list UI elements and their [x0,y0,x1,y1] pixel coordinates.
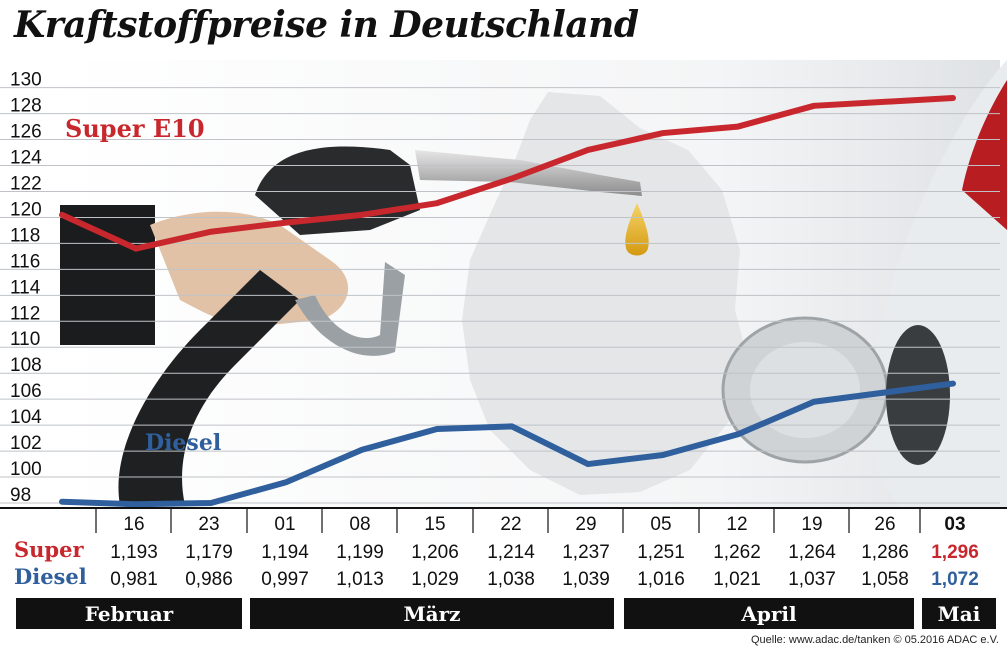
diesel-price-label: 0,997 [261,569,309,590]
fuel-drop-icon [625,203,649,256]
y-tick-label: 114 [10,277,41,298]
series-line-diesel [59,380,956,508]
legend-super-e10: Super E10 [65,114,205,143]
diesel-price-label: 0,986 [185,569,233,590]
gridlines [0,87,1000,504]
month-bar-märz: März [250,598,614,629]
diesel-price-label: 1,029 [411,569,459,590]
diesel-price-label: 1,039 [562,569,610,590]
y-tick-label: 98 [10,485,31,506]
value-table: 16 23 01 08 15 22 29 05 12 19 26 03 1,193 1,179 1,194 1… [110,514,979,590]
y-tick-label: 122 [10,173,42,194]
diesel-price-label: 1,013 [336,569,384,590]
row-label-super: Super [14,537,84,562]
tail-light [962,80,1007,230]
y-tick-label: 100 [10,459,42,480]
x-tick-label: 26 [874,514,895,535]
diesel-price-label: 1,037 [788,569,836,590]
super-price-label: 1,214 [487,542,535,563]
x-tick-label: 23 [198,514,219,535]
x-tick-label: 16 [123,514,144,535]
x-tick-label: 22 [500,514,521,535]
diesel-price-label: 1,072 [931,569,979,590]
super-price-label: 1,251 [637,542,685,563]
y-tick-label: 118 [10,225,40,246]
y-tick-label: 110 [10,329,40,350]
super-price-label: 1,194 [261,542,309,563]
super-price-label: 1,296 [931,542,979,563]
chart-title: Kraftstoffpreise in Deutschland [14,4,639,46]
germany-map-silhouette [462,92,748,495]
x-tick-label: 12 [726,514,747,535]
fuel-filler-neck [886,325,950,465]
diesel-price-label: 1,038 [487,569,535,590]
y-tick-label: 102 [10,433,42,454]
y-tick-label: 106 [10,381,42,402]
month-bar-februar: Februar [16,598,242,629]
super-price-label: 1,264 [788,542,836,563]
super-price-label: 1,199 [336,542,384,563]
y-tick-label: 112 [10,303,40,324]
super-price-label: 1,206 [411,542,459,563]
x-tick-label: 15 [424,514,445,535]
diesel-price-label: 1,021 [713,569,761,590]
y-tick-label: 130 [10,70,42,91]
series-lines [59,95,956,508]
y-tick-label: 108 [10,355,42,376]
x-tick-label: 01 [274,514,295,535]
y-tick-label: 104 [10,407,42,428]
diesel-price-label: 0,981 [110,569,158,590]
source-credit: Quelle: www.adac.de/tanken © 05.2016 ADA… [750,634,999,646]
legend-diesel: Diesel [145,430,221,456]
y-tick-label: 116 [10,251,40,272]
row-label-diesel: Diesel [14,564,87,589]
y-tick-label: 120 [10,199,42,220]
super-price-label: 1,237 [562,542,610,563]
super-price-label: 1,262 [713,542,761,563]
diesel-price-label: 1,058 [861,569,909,590]
x-tick-label: 03 [944,514,965,535]
super-price-label: 1,179 [185,542,233,563]
diesel-price-label: 1,016 [637,569,685,590]
y-tick-label: 124 [10,148,42,169]
table-column-dividers [95,509,921,533]
background-illustration [60,60,1007,508]
x-tick-label: 05 [650,514,671,535]
x-tick-label: 19 [801,514,822,535]
month-bar-april: April [624,598,914,629]
y-tick-label: 126 [10,122,42,143]
y-tick-label: 128 [10,96,42,117]
month-bar-mai: Mai [922,598,996,629]
super-price-label: 1,193 [110,542,158,563]
x-tick-label: 29 [575,514,596,535]
series-line-super-e10 [59,95,956,252]
x-tick-label: 08 [349,514,370,535]
super-price-label: 1,286 [861,542,909,563]
y-axis-tick-labels: 98 100 102 104 106 108 110 112 114 116 118 120 122 12… [10,70,42,506]
